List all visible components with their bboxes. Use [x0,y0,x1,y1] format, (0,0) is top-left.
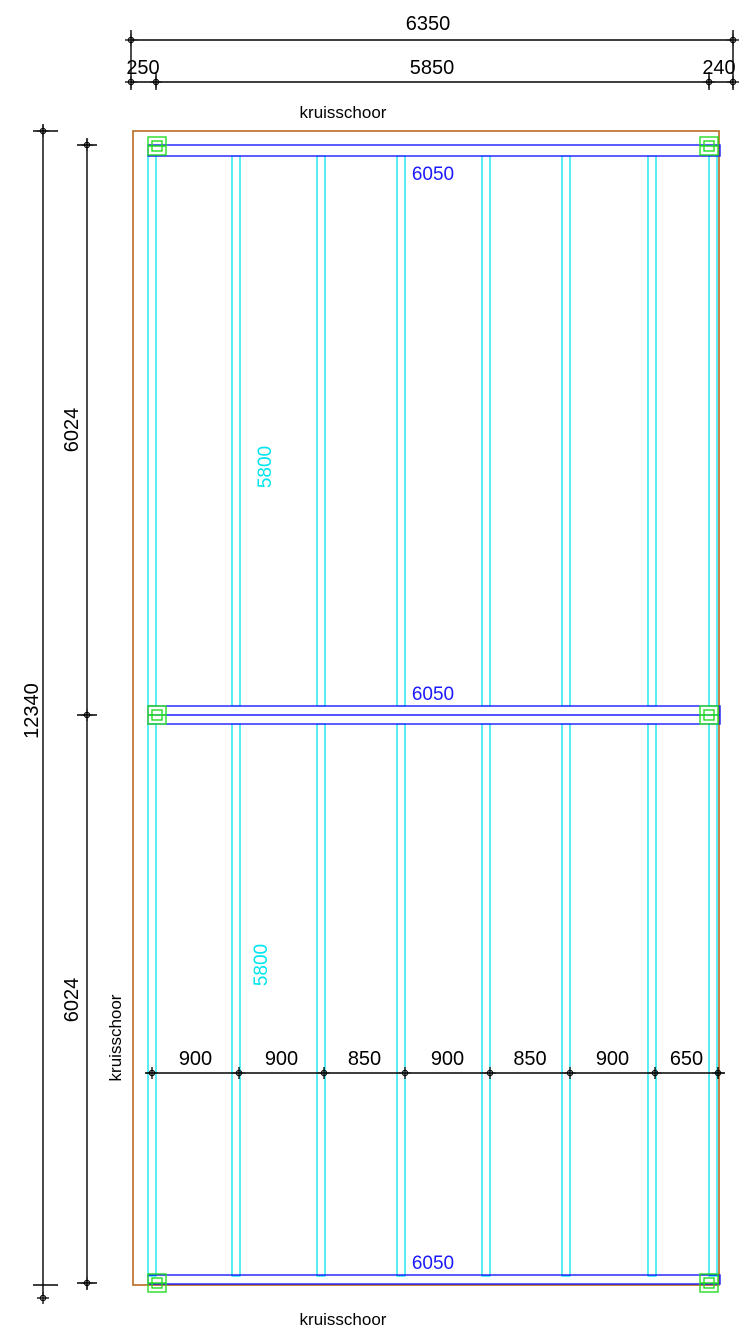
joist-top-3 [316,155,326,707]
joist-bottom-2 [231,723,241,1277]
joist-bottom-5 [481,723,491,1277]
spacing-label-4: 900 [431,1048,464,1070]
post-6 [699,1273,719,1293]
tick-overall-left [125,34,137,46]
spacing-label-5: 850 [513,1048,546,1070]
right-offset-text: 240 [702,57,735,79]
overall-width-text: 6350 [406,13,451,35]
outer-frame [132,130,720,1286]
bracing-label-top: kruisschoor [300,103,387,122]
spacing-label-1: 900 [179,1048,212,1070]
joist-bottom-7 [647,723,657,1277]
tick-offset-1 [125,76,137,88]
spacing-label-3: 850 [348,1048,381,1070]
joist-top-2 [231,155,241,707]
joist-bottom-4 [396,723,406,1277]
beam-middle-label: 6050 [412,684,454,705]
beam-top-label: 6050 [412,164,454,185]
tick-length-top [37,125,49,137]
tick-spacing-8 [712,1067,724,1079]
joist-bottom-1 [147,723,157,1277]
post-1 [147,136,167,156]
post-5 [147,1273,167,1293]
joist-bottom-3 [316,723,326,1277]
joist-top-7 [647,155,657,707]
joist-spacing-dimension: 900 900 850 900 850 900 650 [145,1048,725,1079]
tick-overall-right [727,34,739,46]
tick-offset-4 [727,76,739,88]
tick-spacing-3 [318,1067,330,1079]
joist-bottom-8 [708,723,718,1277]
spacing-label-2: 900 [265,1048,298,1070]
spacing-label-7: 650 [670,1048,703,1070]
post-3 [147,705,167,725]
tick-spacing-7 [649,1067,661,1079]
tick-spacing-2 [233,1067,245,1079]
inner-width-text: 5850 [410,57,455,79]
tick-spacing-4 [399,1067,411,1079]
joist-top-1 [147,155,157,707]
joist-bottom-6 [561,723,571,1277]
left-dimensions: 12340 6024 6024 [21,124,97,1304]
tick-offset-3 [703,76,715,88]
joist-top-8 [708,155,718,707]
top-dimensions: 6350 250 5850 240 [125,13,739,90]
left-offset-text: 250 [126,57,159,79]
overall-length-text: 12340 [21,683,43,739]
beam-bottom-label: 6050 [412,1253,454,1274]
post-4 [699,705,719,725]
bay-top-text: 6024 [61,408,83,453]
joist-top-4 [396,155,406,707]
tick-spacing-6 [564,1067,576,1079]
tick-bay-bottom [81,1277,93,1289]
joist-bottom-length-label: 5800 [251,944,272,986]
tick-spacing-1 [146,1067,158,1079]
spacing-label-6: 900 [596,1048,629,1070]
tick-length-bottom [37,1292,49,1304]
joist-top-5 [481,155,491,707]
beam-top [147,144,721,157]
joists-group [147,155,718,1277]
joist-top-6 [561,155,571,707]
bracing-label-bottom: kruisschoor [300,1310,387,1329]
bay-bottom-text: 6024 [61,978,83,1023]
tick-offset-2 [150,76,162,88]
post-2 [699,136,719,156]
tick-spacing-5 [484,1067,496,1079]
tick-bay-mid [81,709,93,721]
joist-top-length-label: 5800 [255,446,276,488]
beams-group [147,144,721,1285]
tick-bay-top [81,139,93,151]
posts-group [147,136,719,1293]
bracing-label-side: kruisschoor [106,994,125,1081]
